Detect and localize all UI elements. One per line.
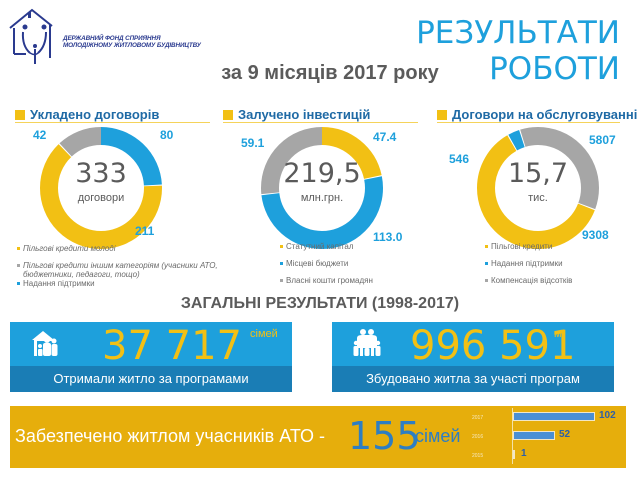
ato-banner: Забезпечено житлом учасників АТО - 155 с… [10, 406, 626, 468]
legend-item: Надання підтримки [17, 279, 232, 288]
bar-value: 102 [599, 410, 616, 421]
blue-dot-icon [485, 262, 488, 265]
donut-center: 219,5 млн.грн. [277, 158, 367, 205]
stat-card-top: 37 717 сімей [10, 322, 292, 369]
value-label-yellow: 9308 [582, 228, 609, 242]
bar [513, 431, 555, 440]
ato-unit: сімей [415, 426, 461, 446]
legend-item: Власні кошти громадян [280, 276, 420, 285]
house-family-logo-icon [9, 8, 53, 64]
donut-chart-contracts [40, 127, 162, 249]
page-title: РЕЗУЛЬТАТИ РОБОТИ [416, 15, 620, 87]
panel-contracts: Укладено договорів 333 договори 211 42 8… [15, 100, 218, 290]
panel-title: Договори на обслуговуванні [452, 107, 638, 122]
legend: Пільгові кредити молоді Пільгові кредити… [17, 244, 232, 296]
legend-item: Пільгові кредити молоді [17, 244, 232, 253]
panel-serviced-contracts: Договори на обслуговуванні 15,7 тис. 930… [437, 100, 637, 290]
bar-value: 52 [559, 429, 571, 440]
blue-dot-icon [280, 262, 283, 265]
yellow-square-icon [223, 110, 233, 120]
families-count: 37 717 [102, 323, 242, 369]
yellow-square-icon [15, 110, 25, 120]
section-title-overall: ЗАГАЛЬНІ РЕЗУЛЬТАТИ (1998-2017) [180, 295, 460, 312]
bar-year: 2015 [472, 453, 484, 459]
logo-text: ДЕРЖАВНИЙ ФОНД СПРИЯННЯ МОЛОДІЖНОМУ ЖИТЛ… [63, 35, 201, 49]
bar [513, 412, 595, 421]
legend-item: Надання підтримки [485, 259, 625, 268]
bar-value: 1 [521, 448, 527, 459]
legend-item: Статутний капітал [280, 242, 420, 251]
value-label-blue: 80 [160, 128, 174, 142]
value-label-gray: 59.1 [241, 136, 265, 150]
stat-card-top: 996 591 м² [332, 322, 614, 369]
legend: Статутний капітал Місцеві бюджети Власні… [280, 242, 420, 293]
gray-dot-icon [280, 279, 283, 282]
ato-count: 155 [348, 414, 421, 458]
legend-item: Компенсація відсотків [485, 276, 625, 285]
page-subtitle: за 9 місяців 2017 року [221, 62, 439, 84]
value-label-yellow: 211 [135, 224, 155, 238]
family-house-icon [32, 331, 58, 356]
yellow-dot-icon [280, 245, 283, 248]
value-label-blue: 546 [449, 152, 470, 166]
panel-title: Залучено інвестицій [238, 107, 371, 122]
legend-item: Пільгові кредити [485, 242, 625, 251]
donut-center: 333 договори [61, 158, 141, 205]
families-caption: Отримали житло за програмами [10, 366, 292, 392]
family-icon [353, 329, 381, 356]
panel-title: Укладено договорів [30, 107, 160, 122]
value-label-gray: 5807 [589, 133, 616, 147]
legend-item: Місцеві бюджети [280, 259, 420, 268]
total-value: 333 [75, 158, 127, 189]
bar-row-2015: 2015 1 [10, 448, 626, 460]
total-unit: млн.грн. [300, 192, 344, 204]
bar-year: 2016 [472, 434, 484, 440]
panel-header: Залучено інвестицій [223, 105, 418, 123]
legend-item: Пільгові кредити іншим категоріям (учасн… [17, 261, 232, 279]
blue-dot-icon [17, 282, 20, 285]
value-label-blue: 113.0 [373, 230, 403, 244]
donut-chart-investments [261, 127, 383, 249]
donut-center: 15,7 тис. [493, 158, 583, 205]
bar [513, 450, 515, 459]
gray-dot-icon [17, 264, 20, 267]
panel-header: Укладено договорів [15, 105, 210, 123]
legend: Пільгові кредити Надання підтримки Компе… [485, 242, 625, 293]
donut-chart-serviced [477, 127, 599, 249]
families-unit: сімей [250, 328, 278, 340]
value-label-yellow: 47.4 [373, 130, 397, 144]
panel-header: Договори на обслуговуванні [437, 105, 637, 123]
total-unit: договори [77, 192, 125, 204]
yellow-dot-icon [17, 247, 20, 250]
area-caption: Збудовано житла за участі програм [332, 366, 614, 392]
ato-label: Забезпечено житлом учасників АТО - [15, 426, 325, 446]
logo: ДЕРЖАВНИЙ ФОНД СПРИЯННЯ МОЛОДІЖНОМУ ЖИТЛ… [8, 8, 208, 64]
total-value: 219,5 [283, 158, 361, 189]
area-count: 996 591 [410, 323, 576, 369]
yellow-dot-icon [485, 245, 488, 248]
bar-year: 2017 [472, 415, 484, 421]
area-unit: м² [554, 328, 566, 340]
panel-investments: Залучено інвестицій 219,5 млн.грн. 47.4 … [223, 100, 418, 290]
bar-chart-axis [512, 408, 513, 464]
bar-row-2016: 2016 52 [10, 429, 626, 441]
yellow-square-icon [437, 110, 447, 120]
gray-dot-icon [485, 279, 488, 282]
value-label-gray: 42 [33, 128, 47, 142]
logo-line-1: ДЕРЖАВНИЙ ФОНД СПРИЯННЯ [63, 35, 161, 42]
logo-line-2: МОЛОДІЖНОМУ ЖИТЛОВОМУ БУДІВНИЦТВУ [63, 42, 201, 49]
bar-row-2017: 2017 102 [10, 410, 626, 422]
total-unit: тис. [528, 192, 548, 204]
stat-card-area: 996 591 м² Збудовано житла за участі про… [332, 322, 614, 392]
total-value: 15,7 [507, 158, 569, 189]
stat-card-families: 37 717 сімей Отримали житло за програмам… [10, 322, 292, 392]
